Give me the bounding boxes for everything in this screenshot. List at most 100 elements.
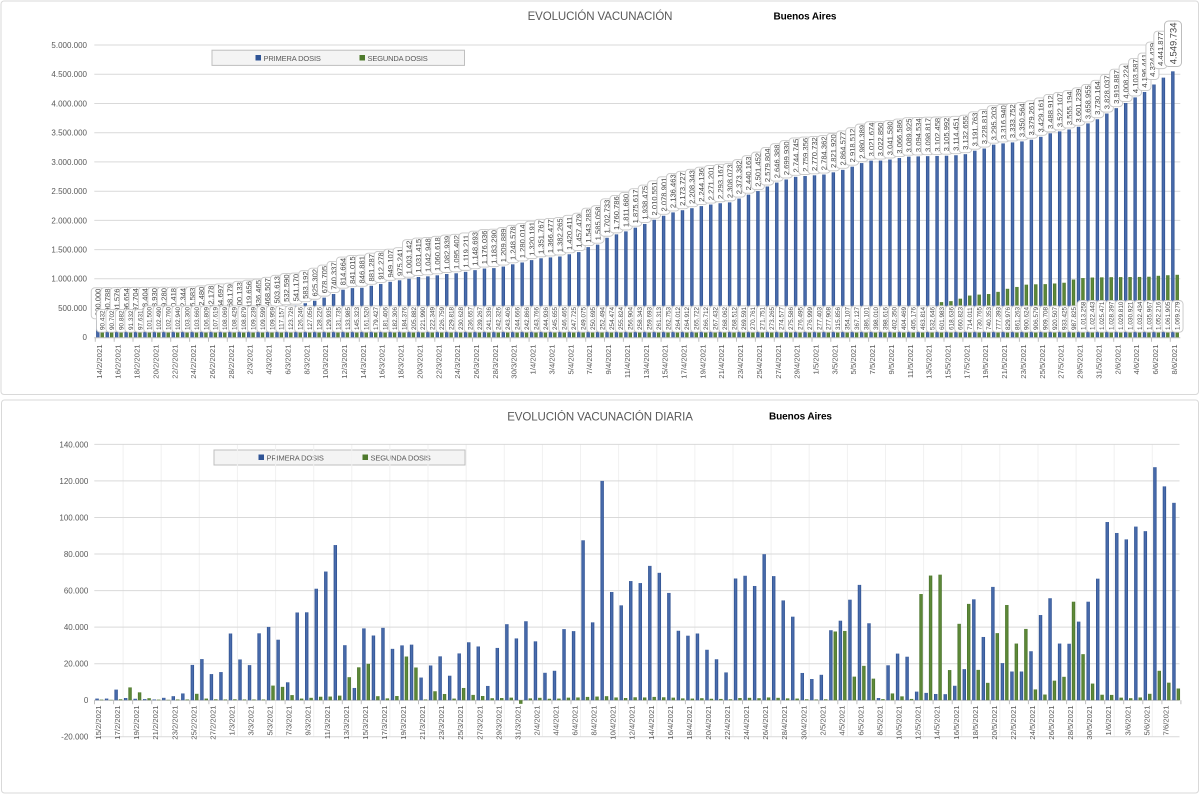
svg-text:8/5/2021: 8/5/2021 [876,706,885,736]
svg-text:18/4/2021: 18/4/2021 [685,706,694,740]
svg-text:4/3/2021: 4/3/2021 [265,345,274,375]
svg-text:9/3/2021: 9/3/2021 [304,706,313,736]
svg-text:3/6/2021: 3/6/2021 [1123,706,1132,736]
svg-text:5/4/2021: 5/4/2021 [566,345,575,375]
svg-text:30/4/2021: 30/4/2021 [799,706,808,740]
svg-text:12/4/2021: 12/4/2021 [628,706,637,740]
svg-text:27/5/2021: 27/5/2021 [1057,345,1066,379]
svg-text:SEGUNDA DOSIS: SEGUNDA DOSIS [371,453,431,462]
svg-text:4/6/2021: 4/6/2021 [1132,345,1141,375]
svg-text:7/5/2021: 7/5/2021 [868,345,877,375]
svg-text:6/6/2021: 6/6/2021 [1151,345,1160,375]
svg-text:21/4/2021: 21/4/2021 [717,345,726,379]
svg-text:12/5/2021: 12/5/2021 [914,706,923,740]
svg-text:1.500.000: 1.500.000 [51,246,87,255]
svg-text:11/4/2021: 11/4/2021 [623,345,632,379]
svg-text:26/5/2021: 26/5/2021 [1047,706,1056,740]
svg-text:15/3/2021: 15/3/2021 [361,706,370,740]
svg-text:0: 0 [84,696,89,705]
svg-text:4/4/2021: 4/4/2021 [552,706,561,736]
svg-text:40.000: 40.000 [64,623,89,632]
svg-text:30/3/2021: 30/3/2021 [510,345,519,379]
svg-text:4.441.877: 4.441.877 [1156,32,1165,66]
svg-text:10/5/2021: 10/5/2021 [895,706,904,740]
svg-text:25/3/2021: 25/3/2021 [456,706,465,740]
svg-text:19/2/2021: 19/2/2021 [132,706,141,740]
svg-text:Buenos Aires: Buenos Aires [774,11,837,22]
svg-text:13/3/2021: 13/3/2021 [342,706,351,740]
svg-text:24/2/2021: 24/2/2021 [189,345,198,379]
svg-text:23/2/2021: 23/2/2021 [170,706,179,740]
svg-text:15/5/2021: 15/5/2021 [944,345,953,379]
svg-text:28/5/2021: 28/5/2021 [1066,706,1075,740]
svg-text:28/4/2021: 28/4/2021 [780,706,789,740]
svg-text:10/3/2021: 10/3/2021 [321,345,330,379]
svg-text:29/3/2021: 29/3/2021 [494,706,503,740]
svg-text:4.000.000: 4.000.000 [51,99,87,108]
svg-text:14/3/2021: 14/3/2021 [359,345,368,379]
svg-text:29/5/2021: 29/5/2021 [1076,345,1085,379]
svg-text:2/3/2021: 2/3/2021 [246,345,255,375]
svg-text:27/2/2021: 27/2/2021 [208,706,217,740]
svg-text:17/3/2021: 17/3/2021 [380,706,389,740]
svg-text:2.000.000: 2.000.000 [51,216,87,225]
svg-text:0: 0 [83,333,88,342]
svg-text:20.000: 20.000 [64,660,89,669]
svg-text:140.000: 140.000 [59,440,88,449]
svg-text:5/3/2021: 5/3/2021 [266,706,275,736]
svg-text:1/3/2021: 1/3/2021 [228,706,237,736]
svg-text:10/4/2021: 10/4/2021 [609,706,618,740]
svg-text:2.500.000: 2.500.000 [51,187,87,196]
svg-text:14/5/2021: 14/5/2021 [933,706,942,740]
svg-text:16/5/2021: 16/5/2021 [952,706,961,740]
svg-text:-20.000: -20.000 [61,733,89,742]
svg-text:80.000: 80.000 [64,550,89,559]
svg-text:3/5/2021: 3/5/2021 [830,345,839,375]
svg-text:21/5/2021: 21/5/2021 [1000,345,1009,379]
svg-text:PRIMERA DOSIS: PRIMERA DOSIS [264,54,321,63]
svg-text:28/3/2021: 28/3/2021 [491,345,500,379]
svg-text:3.000.000: 3.000.000 [51,158,87,167]
svg-text:20/5/2021: 20/5/2021 [990,706,999,740]
svg-text:19/5/2021: 19/5/2021 [981,345,990,379]
svg-text:3/3/2021: 3/3/2021 [247,706,256,736]
svg-text:5.000.000: 5.000.000 [51,41,87,50]
svg-text:13/5/2021: 13/5/2021 [925,345,934,379]
svg-text:18/2/2021: 18/2/2021 [133,345,142,379]
svg-text:14/2/2021: 14/2/2021 [95,345,104,379]
svg-text:12/3/2021: 12/3/2021 [340,345,349,379]
svg-text:9/4/2021: 9/4/2021 [604,345,613,375]
svg-text:EVOLUCIÓN VACUNACIÓN: EVOLUCIÓN VACUNACIÓN [528,10,673,23]
svg-text:23/4/2021: 23/4/2021 [736,345,745,379]
svg-text:29/4/2021: 29/4/2021 [793,345,802,379]
svg-text:24/3/2021: 24/3/2021 [453,345,462,379]
svg-text:EVOLUCIÓN VACUNACIÓN DIARIA: EVOLUCIÓN VACUNACIÓN DIARIA [507,410,693,423]
svg-text:22/4/2021: 22/4/2021 [723,706,732,740]
svg-text:19/4/2021: 19/4/2021 [698,345,707,379]
svg-text:SEGUNDA DOSIS: SEGUNDA DOSIS [368,54,428,63]
svg-text:9/5/2021: 9/5/2021 [887,345,896,375]
svg-text:120.000: 120.000 [59,477,88,486]
svg-text:7/4/2021: 7/4/2021 [585,345,594,375]
svg-text:20/4/2021: 20/4/2021 [704,706,713,740]
svg-text:27/4/2021: 27/4/2021 [774,345,783,379]
svg-text:25/2/2021: 25/2/2021 [189,706,198,740]
svg-text:1.000.000: 1.000.000 [51,275,87,284]
svg-text:3.500.000: 3.500.000 [51,129,87,138]
svg-text:3/4/2021: 3/4/2021 [548,345,557,375]
svg-text:16/4/2021: 16/4/2021 [666,706,675,740]
svg-text:7/6/2021: 7/6/2021 [1161,706,1170,736]
svg-text:5/5/2021: 5/5/2021 [849,345,858,375]
svg-text:31/3/2021: 31/3/2021 [513,706,522,740]
svg-text:4.500.000: 4.500.000 [51,70,87,79]
svg-text:31/5/2021: 31/5/2021 [1094,345,1103,379]
svg-text:2/5/2021: 2/5/2021 [818,706,827,736]
svg-text:27/3/2021: 27/3/2021 [475,706,484,740]
svg-text:22/3/2021: 22/3/2021 [434,345,443,379]
svg-text:18/5/2021: 18/5/2021 [971,706,980,740]
svg-text:11/3/2021: 11/3/2021 [323,706,332,740]
svg-text:17/2/2021: 17/2/2021 [113,706,122,740]
svg-text:2/4/2021: 2/4/2021 [532,706,541,736]
svg-text:26/2/2021: 26/2/2021 [208,345,217,379]
svg-text:20/2/2021: 20/2/2021 [151,345,160,379]
